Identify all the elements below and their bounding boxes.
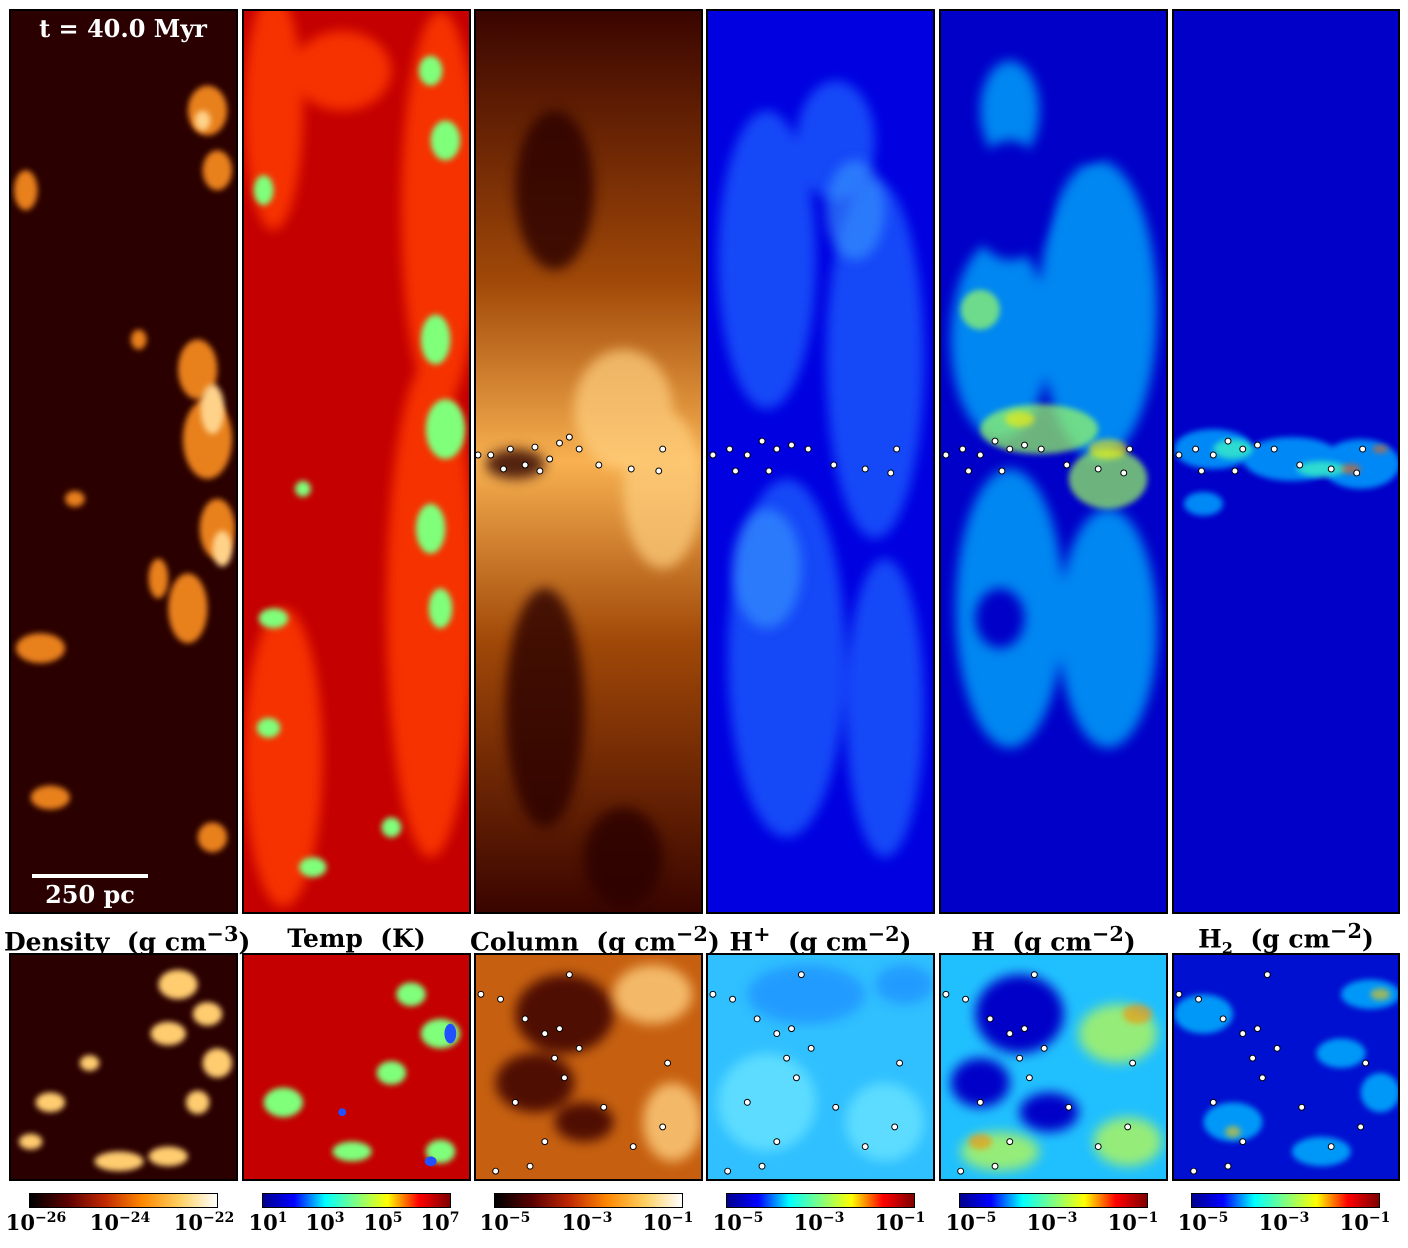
h2-tick-label: 10−5 [1177,1210,1229,1235]
density-tick-label: 10−22 [173,1210,235,1235]
hplus-tick-label: 10−1 [874,1210,926,1235]
temperature-tick-label: 105 [363,1210,403,1235]
h-title: H (g cm−2) [971,921,1136,957]
h-tick-label: 10−3 [1026,1210,1078,1235]
h2-title: H2 (g cm−2) [1198,918,1374,958]
hplus-title: H+ (g cm−2) [729,921,912,957]
temperature-tick-label: 103 [305,1210,345,1235]
h2-tick-label: 10−3 [1258,1210,1310,1235]
column-tick-label: 10−5 [479,1210,531,1235]
density-face-panel [9,953,238,1181]
time-label: t = 40.0 Myr [39,14,207,43]
column-tick-label: 10−3 [561,1210,613,1235]
temperature-tick-label: 101 [248,1210,288,1235]
hplus-tick-label: 10−3 [793,1210,845,1235]
h-colorbar [959,1193,1148,1208]
column-title: Column (g cm−2) [470,921,720,957]
column-colorbar [494,1193,683,1208]
temperature-tick-label: 107 [420,1210,460,1235]
h-face-panel [939,953,1168,1181]
hplus-colorbar [726,1193,915,1208]
hplus-edge-panel [706,9,935,914]
temperature-title: Temp (K) [287,924,426,953]
column-tick-label: 10−1 [642,1210,694,1235]
h2-colorbar [1191,1193,1380,1208]
h2-tick-label: 10−1 [1339,1210,1391,1235]
temperature-colorbar [262,1193,451,1208]
scale-bar [32,874,148,878]
h-edge-panel [939,9,1168,914]
temperature-face-panel [242,953,471,1181]
column-edge-panel [474,9,703,914]
h-tick-label: 10−5 [945,1210,997,1235]
density-tick-label: 10−26 [5,1210,67,1235]
hplus-tick-label: 10−5 [712,1210,764,1235]
hplus-face-panel [706,953,935,1181]
h-tick-label: 10−1 [1107,1210,1159,1235]
density-tick-label: 10−24 [89,1210,151,1235]
density-edge-panel [9,9,238,914]
scale-bar-label: 250 pc [45,880,135,909]
h2-face-panel [1172,953,1400,1181]
column-face-panel [474,953,703,1181]
h2-edge-panel [1172,9,1400,914]
density-colorbar [29,1193,218,1208]
temperature-edge-panel [242,9,471,914]
density-title: Density (g cm−3) [4,921,251,957]
